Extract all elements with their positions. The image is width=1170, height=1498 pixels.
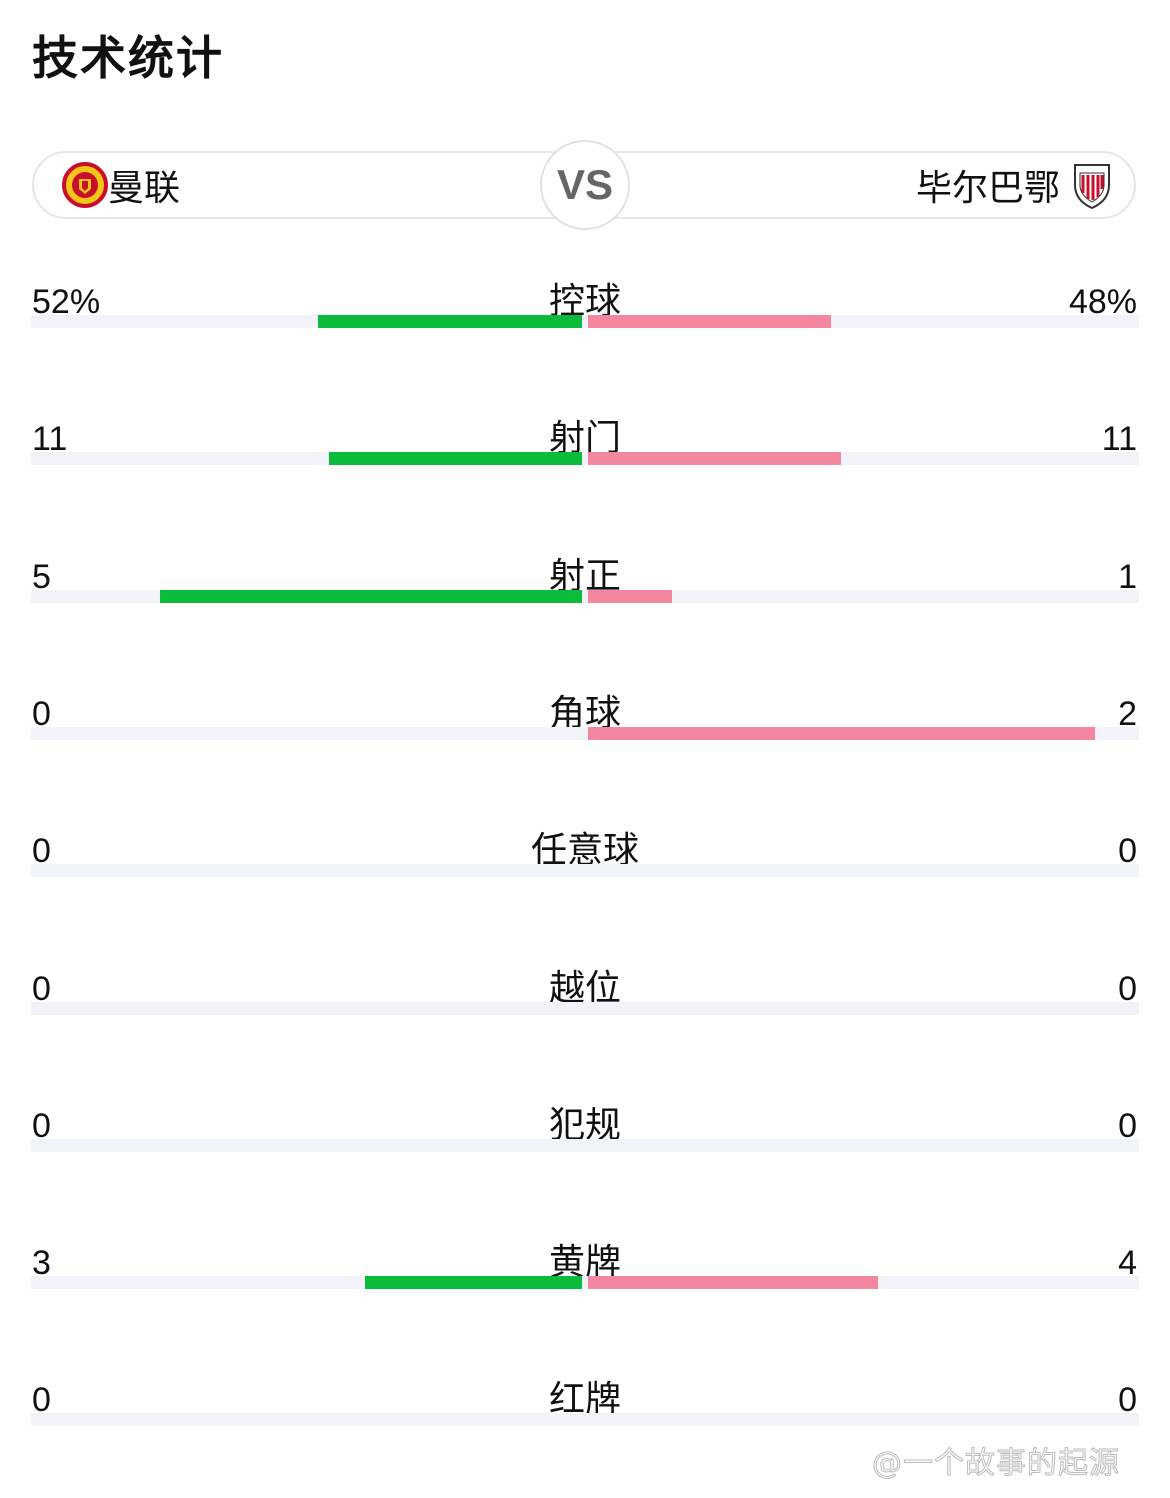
home-bar	[364, 1276, 582, 1290]
watermark: @一个故事的起源	[872, 1446, 1120, 1482]
stat-row: 52% 控球 48%	[0, 280, 1170, 360]
away-value: 48%	[1068, 283, 1137, 321]
stat-track	[31, 452, 1139, 466]
stat-track	[31, 1276, 1139, 1290]
home-value: 0	[32, 694, 51, 733]
home-value: 3	[32, 1244, 51, 1283]
home-value: 0	[32, 1106, 51, 1145]
stat-row: 0 任意球 0	[0, 829, 1170, 909]
home-bar	[318, 315, 582, 328]
home-value: 0	[32, 969, 51, 1008]
away-value: 0	[1118, 832, 1137, 871]
home-value: 5	[32, 557, 51, 596]
stat-track	[31, 1138, 1139, 1152]
stat-track	[31, 1001, 1139, 1015]
away-team[interactable]: 毕尔巴鄂	[916, 153, 1112, 217]
home-value: 52%	[32, 283, 101, 321]
away-value: 0	[1118, 1381, 1137, 1420]
page-title: 技术统计	[32, 31, 224, 85]
stat-row: 0 角球 2	[0, 692, 1170, 772]
away-team-name: 毕尔巴鄂	[915, 168, 1060, 209]
stat-track	[31, 864, 1139, 878]
manchester-united-crest-icon	[62, 162, 108, 208]
stat-track	[31, 315, 1139, 328]
away-value: 0	[1118, 969, 1137, 1008]
away-value: 11	[1101, 420, 1137, 459]
home-value: 0	[32, 832, 51, 871]
away-value: 0	[1118, 1106, 1137, 1145]
away-bar	[588, 1276, 878, 1290]
stat-row: 0 越位 0	[0, 967, 1170, 1047]
home-bar	[159, 589, 582, 603]
stat-row: 0 犯规 0	[0, 1104, 1170, 1184]
home-team[interactable]: 曼联	[62, 153, 180, 217]
away-bar	[588, 726, 1095, 740]
athletic-club-crest-icon	[1074, 164, 1110, 209]
stat-row: 5 射正 1	[0, 555, 1170, 635]
home-bar	[328, 452, 582, 466]
stat-row: 11 射门 11	[0, 417, 1170, 497]
away-value: 1	[1118, 557, 1137, 596]
away-value: 2	[1118, 694, 1137, 733]
away-bar	[588, 452, 842, 466]
stat-row: 0 红牌 0	[0, 1378, 1170, 1458]
home-value: 11	[32, 420, 68, 459]
vs-badge: VS	[540, 140, 630, 230]
stat-row: 3 黄牌 4	[0, 1241, 1170, 1321]
away-bar	[588, 315, 832, 328]
away-bar	[588, 589, 673, 603]
home-value: 0	[32, 1381, 51, 1420]
home-team-name: 曼联	[108, 168, 181, 209]
away-value: 4	[1118, 1244, 1137, 1283]
stat-track	[31, 1413, 1139, 1427]
